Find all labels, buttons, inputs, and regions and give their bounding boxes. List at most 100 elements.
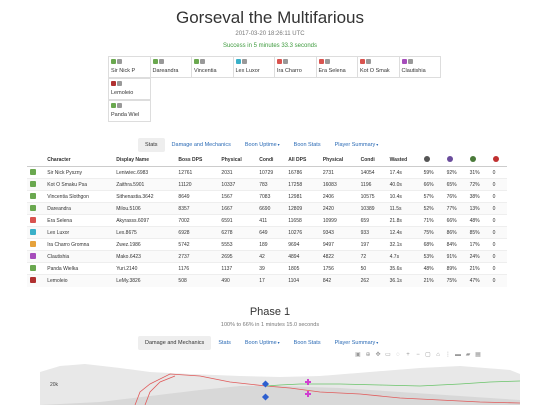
autoscale-icon[interactable]: ▢ <box>425 352 431 358</box>
tab-player-summary[interactable]: Player Summary▾ <box>328 138 386 152</box>
zoom-in-icon[interactable]: + <box>406 352 410 358</box>
table-cell: 57% <box>420 190 444 203</box>
table-cell: 6928 <box>175 226 219 239</box>
table-row: Vincentia Slothgon Sithenastia.3642 8649 15… <box>27 190 507 203</box>
profession-cell <box>27 226 45 239</box>
player-card[interactable]: Lex Luxor <box>232 56 275 78</box>
header-fury-icon[interactable] <box>466 154 490 167</box>
tab-boon-stats[interactable]: Boon Stats <box>287 138 328 152</box>
player-card[interactable]: Clautishia <box>398 56 441 78</box>
header-down-icon[interactable] <box>489 154 507 167</box>
marker-diamond-2 <box>261 393 270 401</box>
table-cell: 11120 <box>175 178 219 191</box>
box-select-icon[interactable]: ▭ <box>385 352 391 358</box>
page-title: Gorseval the Multifarious <box>175 8 365 27</box>
column-header[interactable]: Boss DPS <box>175 154 219 167</box>
player-card[interactable]: Sir Nick P <box>108 56 151 78</box>
table-cell: 16083 <box>319 178 358 191</box>
zoom-icon[interactable]: ⊕ <box>365 352 371 358</box>
table-cell: 0 <box>489 166 507 179</box>
player-card[interactable]: Vincentia <box>191 56 234 78</box>
profession-icon <box>30 180 36 187</box>
header-might-icon[interactable] <box>443 154 467 167</box>
player-card[interactable]: Ira Charro <box>274 56 317 78</box>
column-header[interactable]: Display Name <box>113 154 176 167</box>
profession-icon <box>30 168 36 175</box>
table-cell: 12809 <box>285 202 320 215</box>
marker-cross-2 <box>305 391 311 397</box>
table-cell: 10.4s <box>386 190 421 203</box>
table-cell: 39 <box>256 262 286 275</box>
graph-line-red <box>134 373 520 405</box>
camera-icon[interactable]: ▣ <box>355 352 361 358</box>
phase-title: Phase 1 <box>249 306 291 318</box>
table-cell: 783 <box>256 178 286 191</box>
column-header[interactable]: Character <box>44 154 114 167</box>
tab-stats[interactable]: Stats <box>211 336 238 350</box>
boss-hit-icon <box>423 156 430 162</box>
dps-graph[interactable] <box>40 362 520 405</box>
column-header[interactable]: Condi <box>357 154 387 167</box>
phase-subtitle: 100% to 66% in 1 minutes 15.0 seconds <box>220 322 320 328</box>
header-boss-hit-icon[interactable] <box>420 154 444 167</box>
table-cell: Sir Nick Pyszny <box>44 166 114 179</box>
table-cell: 842 <box>319 274 358 287</box>
reset-axes-icon[interactable]: ⌂ <box>436 352 440 358</box>
column-header[interactable]: Condi <box>256 154 286 167</box>
table-cell: 2420 <box>319 202 358 215</box>
table-cell: 21% <box>420 274 444 287</box>
table-cell: 84% <box>443 238 467 251</box>
player-card[interactable]: Lemoleio <box>108 78 151 100</box>
profession-cell <box>27 262 45 275</box>
table-cell: 7002 <box>175 214 219 227</box>
column-header[interactable]: All DPS <box>285 154 320 167</box>
tab-boon-uptime[interactable]: Boon Uptime▾ <box>238 336 287 350</box>
down-icon <box>492 156 499 162</box>
table-cell: LeMy.3826 <box>113 274 176 287</box>
profession-cell <box>27 250 45 263</box>
profession-icon <box>360 59 365 65</box>
hover-compare-icon[interactable]: ▰ <box>465 352 471 358</box>
profession-icon <box>30 264 36 271</box>
player-card[interactable]: Panda Wiel <box>108 100 151 122</box>
table-cell: 508 <box>175 274 219 287</box>
player-card[interactable]: Kot O Smak <box>357 56 400 78</box>
weapon-icon <box>407 59 413 65</box>
spike-lines-icon[interactable]: ⋮ <box>445 352 451 358</box>
tab-stats[interactable]: Stats <box>138 138 165 152</box>
profession-icon <box>401 59 407 65</box>
tab-damage-and-mechanics[interactable]: Damage and Mechanics <box>165 138 238 152</box>
column-header[interactable]: Physical <box>319 154 358 167</box>
table-cell: 9343 <box>319 226 358 239</box>
table-cell: 0 <box>489 226 507 239</box>
player-name: Lex Luxor <box>235 68 260 74</box>
table-cell: 0 <box>489 190 507 203</box>
column-header[interactable] <box>27 154 45 167</box>
plotly-logo-icon[interactable]: ▦ <box>475 352 481 358</box>
table-cell: 4.7s <box>386 250 421 263</box>
caret-down-icon: ▾ <box>376 142 379 147</box>
zoom-out-icon[interactable]: − <box>416 352 420 358</box>
profession-icon <box>30 252 36 259</box>
lasso-icon[interactable]: ◌ <box>396 352 400 358</box>
table-cell: 66% <box>420 178 444 191</box>
table-cell: 649 <box>256 226 286 239</box>
tab-boon-uptime[interactable]: Boon Uptime▾ <box>238 138 287 152</box>
table-cell: 2695 <box>218 250 257 263</box>
table-row: Panda Wielka Yuri.2140 1176 1137 39 1805 1756 5… <box>27 262 507 275</box>
table-cell: 91% <box>443 250 467 263</box>
column-header[interactable]: Physical <box>218 154 257 167</box>
table-cell: 1137 <box>218 262 257 275</box>
tab-boon-stats[interactable]: Boon Stats <box>287 336 328 350</box>
table-cell: 10337 <box>218 178 257 191</box>
column-header[interactable]: Wasted <box>386 154 421 167</box>
tab-damage-and-mechanics[interactable]: Damage and Mechanics <box>138 336 212 350</box>
player-card[interactable]: Era Selena <box>315 56 358 78</box>
pan-icon[interactable]: ✥ <box>375 352 381 358</box>
table-cell: Lex.8675 <box>113 226 176 239</box>
hover-closest-icon[interactable]: ▬ <box>455 352 461 358</box>
player-card[interactable]: Dareandra <box>149 56 192 78</box>
table-cell: 10276 <box>285 226 320 239</box>
table-cell: 59% <box>420 166 444 179</box>
tab-player-summary[interactable]: Player Summary▾ <box>328 336 386 350</box>
